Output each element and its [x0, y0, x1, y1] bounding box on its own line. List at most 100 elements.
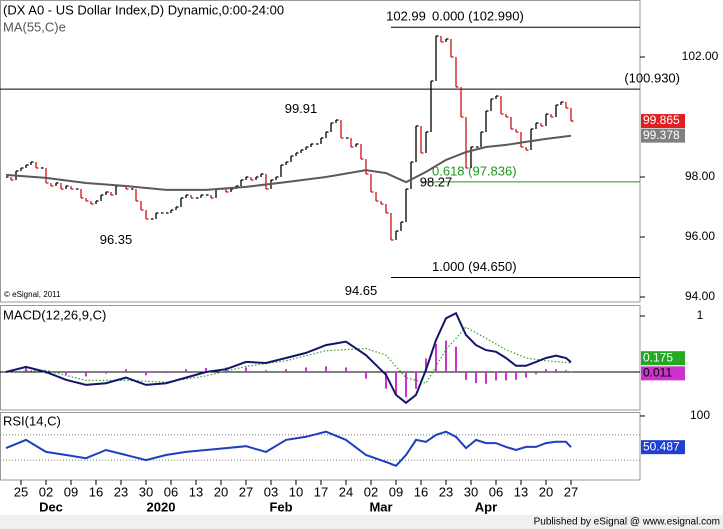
price-bar: [185, 194, 189, 198]
annotation: 94.65: [345, 283, 378, 298]
price-bar: [245, 176, 249, 180]
chart-title: (DX A0 - US Dollar Index,D) Dynamic,0:00…: [3, 2, 284, 17]
price-bar: [370, 173, 374, 193]
price-bar: [455, 56, 459, 88]
annotation: 99.91: [285, 101, 318, 116]
x-tick-label: 13: [514, 484, 528, 499]
price-bar: [450, 38, 454, 58]
price-bar: [460, 86, 464, 118]
price-bar: [50, 182, 54, 187]
macd-pane: [0, 305, 641, 411]
y-tick-label: 98.00: [685, 169, 715, 183]
price-bar: [420, 125, 424, 154]
price-bar: [435, 35, 439, 81]
x-tick-label: 30: [464, 484, 478, 499]
price-bar: [395, 230, 399, 240]
month-label: Dec: [39, 499, 63, 514]
price-bar: [155, 212, 159, 219]
price-bar: [400, 221, 404, 231]
price-bar: [210, 194, 214, 199]
price-bar: [485, 110, 489, 132]
y-tick-label: 94.00: [685, 289, 715, 303]
x-tick-label: 13: [189, 484, 203, 499]
value-tag: 0.175: [643, 350, 673, 364]
rsi-title: RSI(14,C): [3, 413, 61, 428]
price-bar: [425, 131, 429, 153]
price-bar: [565, 101, 569, 109]
price-bar: [110, 191, 114, 196]
price-bar: [445, 38, 449, 42]
price-bar: [430, 80, 434, 132]
value-tag: 50.487: [643, 439, 680, 453]
price-bar: [265, 173, 269, 190]
price-bar: [490, 98, 494, 111]
x-tick-label: 06: [489, 484, 503, 499]
value-tag-bg: [641, 128, 685, 143]
price-bar: [55, 182, 59, 186]
value-tag-bg: [641, 440, 685, 455]
price-bar: [515, 128, 519, 133]
price-bar: [20, 167, 24, 171]
price-bar: [300, 149, 304, 153]
price-bar: [335, 119, 339, 123]
price-bar: [295, 152, 299, 156]
x-tick-label: 30: [139, 484, 153, 499]
price-bar: [280, 164, 284, 177]
price-bar: [350, 137, 354, 148]
price-bar: [45, 167, 49, 184]
price-bar: [190, 194, 194, 199]
y-tick-label: 96.00: [685, 229, 715, 243]
x-tick-label: 06: [164, 484, 178, 499]
price-bar: [320, 137, 324, 144]
price-bar: [375, 191, 379, 202]
price-bar: [30, 161, 34, 165]
x-tick-label: 27: [239, 484, 253, 499]
ma-line: [5, 134, 572, 191]
price-bar: [530, 128, 534, 150]
price-bar: [145, 209, 149, 220]
level-label: 1.000 (94.650): [432, 259, 517, 274]
price-bar: [170, 209, 174, 213]
x-tick-label: 17: [314, 484, 328, 499]
value-tag-bg: [641, 351, 685, 366]
price-bar: [465, 116, 469, 169]
level-label: (100.930): [624, 71, 680, 86]
price-bar: [325, 131, 329, 138]
price-bar: [255, 176, 259, 180]
price-bar: [550, 113, 554, 118]
price-bar: [440, 35, 444, 43]
price-bar: [535, 122, 539, 129]
x-tick-label: 03: [264, 484, 278, 499]
price-bar: [365, 158, 369, 175]
x-tick-label: 23: [439, 484, 453, 499]
price-bar: [480, 131, 484, 147]
price-bar: [100, 194, 104, 201]
rsi-pane: [0, 412, 641, 481]
x-tick-label: 20: [214, 484, 228, 499]
month-label: 2020: [147, 499, 176, 514]
price-bar: [340, 119, 344, 139]
price-bar: [505, 113, 509, 118]
price-bar: [525, 146, 529, 151]
month-label: Mar: [369, 499, 392, 514]
price-bar: [95, 200, 99, 204]
x-tick-label: 23: [114, 484, 128, 499]
price-bar: [500, 95, 504, 115]
price-bar: [360, 143, 364, 160]
price-bar: [305, 146, 309, 150]
price-bar: [390, 212, 394, 241]
footer-bar: [0, 515, 723, 529]
x-tick-label: 25: [14, 484, 28, 499]
price-bar: [175, 206, 179, 210]
value-tag: 99.865: [643, 113, 680, 127]
month-label: Feb: [269, 499, 292, 514]
value-tag: 0.011: [643, 366, 672, 380]
x-tick-label: 09: [64, 484, 78, 499]
price-bar: [330, 122, 334, 132]
price-pane: [0, 0, 641, 303]
x-tick-label: 02: [364, 484, 378, 499]
price-bar: [405, 188, 409, 222]
price-bar: [510, 116, 514, 130]
price-bar: [65, 185, 69, 189]
